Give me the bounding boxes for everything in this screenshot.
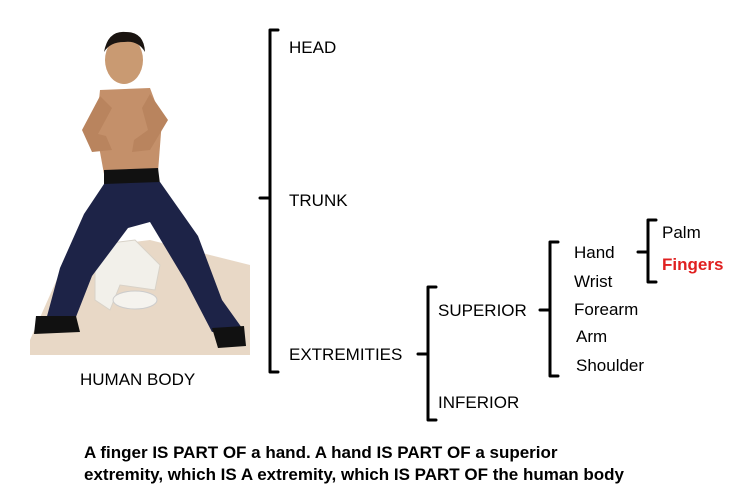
person-photo — [30, 31, 250, 355]
label-inferior: INFERIOR — [438, 393, 520, 412]
superior-bracket — [548, 240, 560, 378]
label-extremities: EXTREMITIES — [289, 345, 403, 364]
label-wrist: Wrist — [574, 272, 613, 291]
background-figure — [94, 239, 161, 311]
caption-line-2: extremity, which IS A extremity, which I… — [84, 465, 624, 484]
head-shape — [105, 36, 143, 84]
label-shoulder: Shoulder — [576, 356, 645, 375]
hand-bracket — [646, 218, 658, 284]
label-palm: Palm — [662, 223, 701, 242]
body-bracket — [268, 28, 280, 374]
trousers-shape — [46, 182, 242, 332]
caption: A finger IS PART OF a hand. A hand IS PA… — [84, 442, 724, 486]
label-arm: Arm — [576, 327, 608, 346]
photo-label: HUMAN BODY — [80, 370, 196, 389]
label-superior: SUPERIOR — [438, 301, 527, 320]
label-trunk: TRUNK — [289, 191, 348, 210]
label-fingers: Fingers — [662, 255, 724, 274]
label-hand: Hand — [574, 243, 615, 262]
label-head: HEAD — [289, 38, 337, 57]
label-forearm: Forearm — [574, 300, 639, 319]
caption-line-1: A finger IS PART OF a hand. A hand IS PA… — [84, 443, 558, 462]
